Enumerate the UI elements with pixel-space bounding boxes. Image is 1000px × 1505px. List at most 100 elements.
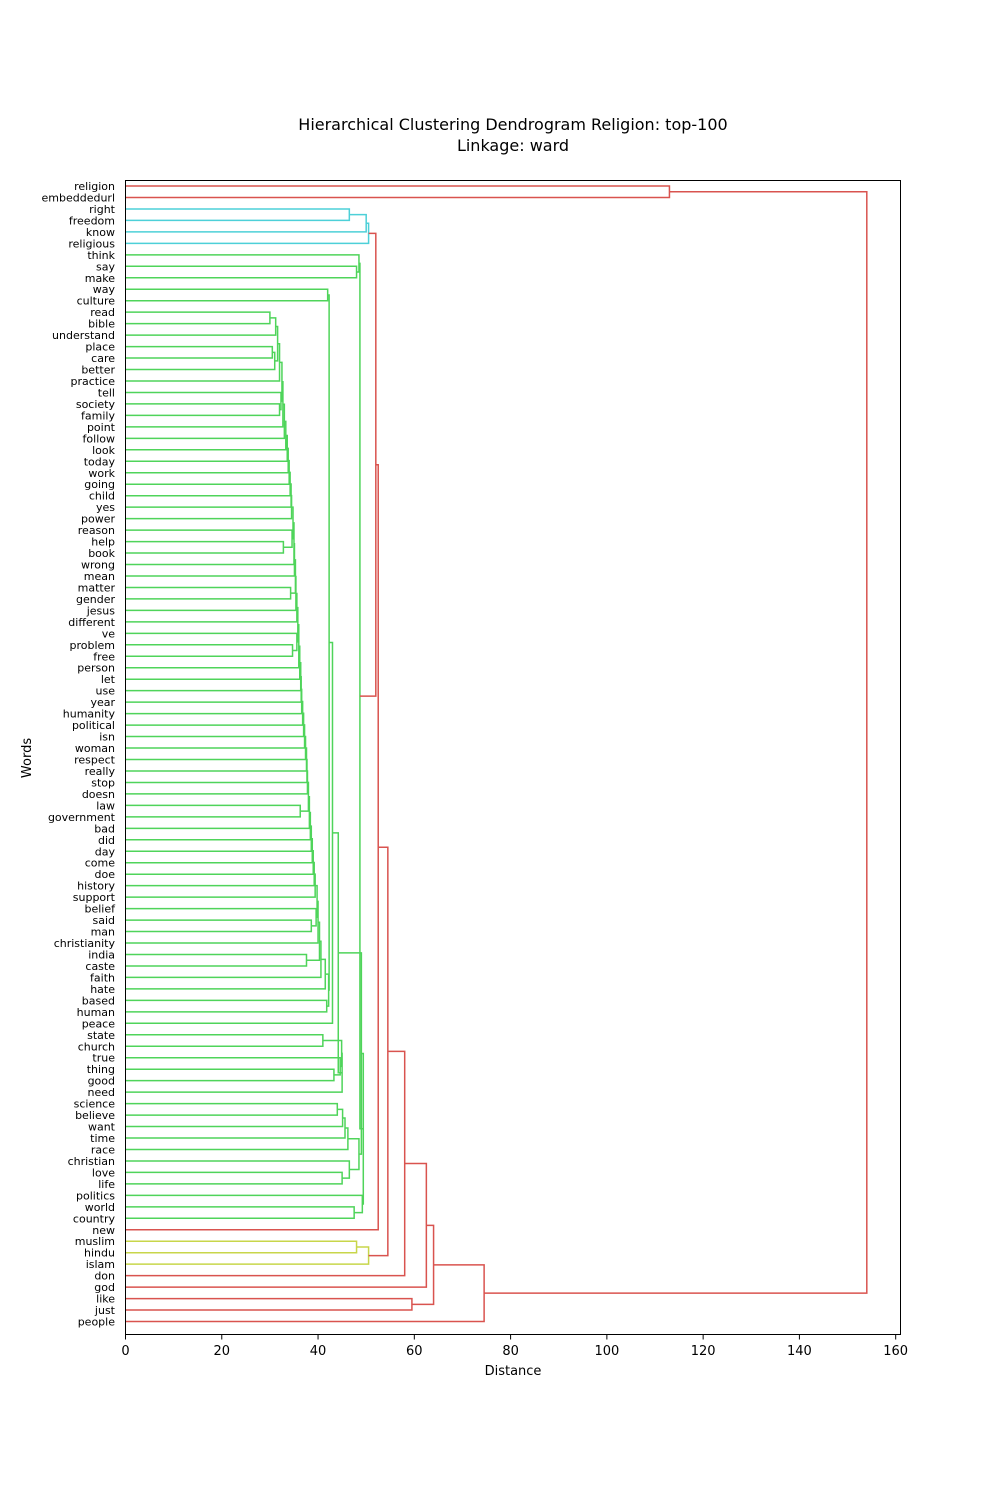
link-m_sf [125,403,281,417]
link-m_sbw [125,1108,344,1128]
link-mY [125,1246,370,1265]
leaf-label-christian: christian [68,1155,115,1168]
link-m2 [125,342,281,382]
leaf-label-place: place [85,341,115,354]
leaf-label-society: society [76,398,116,411]
link-m18 [125,592,298,623]
link-m35 [125,825,313,853]
leaf-label-history: history [77,880,115,893]
link-m_pc [125,345,274,359]
leaf-label-going: going [84,478,115,491]
leaf-label-bible: bible [88,318,115,331]
leaf-label-way: way [93,283,116,296]
leaf-label-humanity: humanity [63,708,116,721]
link-m10 [125,471,291,497]
x-tick-label-1: 20 [213,1344,230,1359]
link-m20 [125,624,300,669]
chart-subtitle: Linkage: ward [457,136,569,155]
leaf-label-use: use [96,685,116,698]
link-m_wco [125,1206,355,1220]
link-mCG [359,232,377,697]
link-mP [125,1264,485,1323]
leaf-label-let: let [101,673,116,686]
dendrogram-links [125,185,868,1323]
link-m33 [125,796,311,830]
leaf-label-say: say [96,260,115,273]
leaf-label-thing: thing [87,1063,115,1076]
link-m_pf [125,644,294,658]
leaf-label-work: work [88,467,115,480]
link-m_pcb [125,351,276,371]
leaf-label-wrong: wrong [81,559,115,572]
leaf-label-free: free [93,650,115,663]
link-m21 [125,645,301,680]
leaf-label-church: church [78,1040,115,1053]
link-m36 [125,837,314,864]
leaf-label-said: said [92,914,115,927]
leaf-label-religion: religion [74,180,115,193]
link-m_sctn [125,1052,343,1093]
link-mG [358,262,364,1130]
link-m7 [125,434,288,463]
link-m23 [125,675,302,703]
leaf-label-come: come [85,857,115,870]
link-m28 [125,735,307,761]
leaf-label-peace: peace [82,1017,116,1030]
link-m32 [300,781,310,812]
leaf-label-family: family [81,409,115,422]
leaf-label-tell: tell [98,386,115,399]
x-axis-label: Distance [485,1364,542,1379]
leaf-label-politics: politics [76,1189,115,1202]
link-m_wc [125,288,329,302]
link-m22 [125,661,302,692]
leaf-label-government: government [48,811,116,824]
leaf-label-muslim: muslim [75,1235,115,1248]
link-m_lj [125,1297,413,1311]
link-m_sma [125,265,358,279]
leaf-label-true: true [92,1052,115,1065]
leaf-label-law: law [96,799,115,812]
leaf-label-care: care [91,352,115,365]
leaf-label-time: time [90,1132,115,1145]
leaf-label-good: good [88,1075,115,1088]
leaf-label-year: year [90,696,115,709]
leaf-label-people: people [78,1316,116,1329]
leaf-label-doe: doe [95,868,116,881]
link-m_sb [125,1102,339,1116]
leaf-label-understand: understand [52,329,115,342]
leaf-label-think: think [87,249,115,262]
chart-title: Hierarchical Clustering Dendrogram Relig… [298,115,727,134]
leaf-label-book: book [88,547,115,560]
leaf-label-need: need [88,1086,116,1099]
x-tick-label-0: 0 [121,1344,129,1359]
leaf-label-respect: respect [74,754,116,767]
leaf-label-reason: reason [78,524,115,537]
leaf-label-based: based [82,994,115,1007]
link-m_tsf [125,391,282,411]
link-m_rf [125,208,351,222]
leaf-label-science: science [74,1098,116,1111]
link-m11 [125,483,292,508]
link-m_sbwt [125,1117,346,1139]
leaf-label-islam: islam [86,1258,115,1271]
leaf-label-like: like [96,1293,115,1306]
leaf-label-just: just [94,1304,116,1317]
leaf-label-woman: woman [75,742,115,755]
leaf-label-embeddedurl: embeddedurl [42,191,116,204]
plot-frame [125,180,901,1335]
link-m_rbu [125,317,277,336]
link-m30 [125,758,308,784]
y-axis-label: Words [20,738,35,778]
leaf-label-different: different [68,616,115,629]
leaf-label-support: support [73,891,116,904]
leaf-label-world: world [85,1201,115,1214]
leaf-label-matter: matter [78,581,116,594]
leaf-label-better: better [81,364,115,377]
link-m_ll [125,1171,343,1185]
link-m_sc [125,1034,324,1047]
leaf-label-follow: follow [83,432,115,445]
link-mGod [125,1162,428,1288]
link-m_ic [125,953,308,967]
